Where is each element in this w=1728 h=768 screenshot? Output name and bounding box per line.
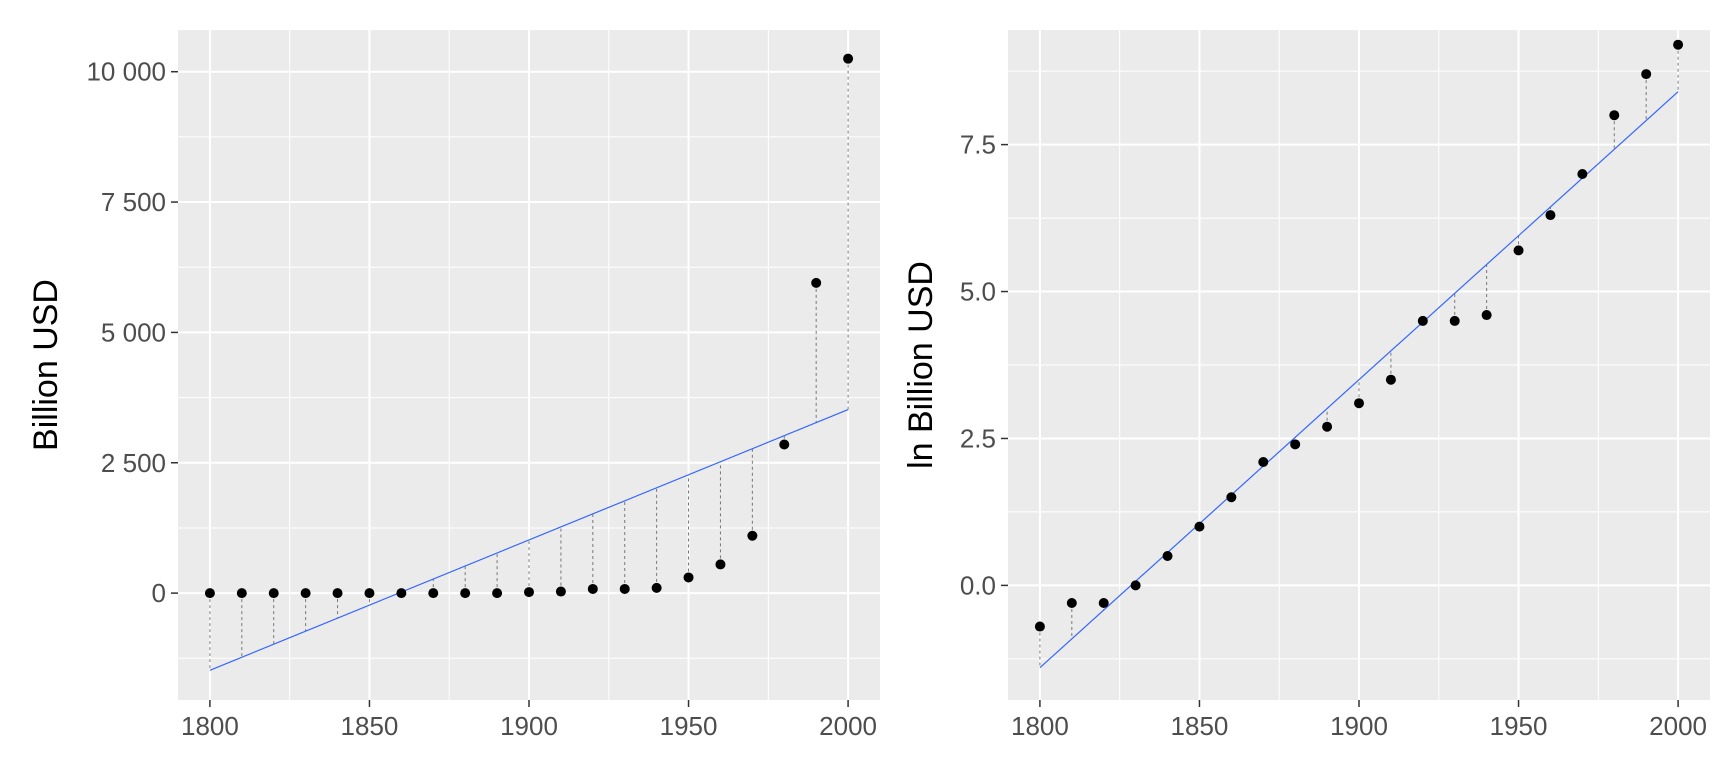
right-data-point — [1449, 315, 1460, 326]
left-data-points — [204, 53, 854, 599]
right-x-tick-label: 1950 — [1490, 711, 1548, 741]
right-data-point — [1609, 110, 1620, 121]
left-fit-line — [209, 409, 849, 671]
right-x-axis: 1800 1850 1900 1950 2000 — [1011, 700, 1707, 741]
right-data-point — [1130, 580, 1141, 591]
right-data-point — [1513, 245, 1524, 256]
left-y-tick-label: 7 500 — [101, 187, 166, 217]
right-major-grid — [1008, 30, 1710, 700]
left-y-axis: 0 2 500 5 000 7 500 10 000 — [86, 57, 178, 608]
right-fit-line-group — [1039, 91, 1679, 669]
left-data-point — [843, 53, 854, 64]
left-y-tick-label: 2 500 — [101, 448, 166, 478]
right-y-tick-label: 7.5 — [960, 130, 996, 160]
left-data-point — [587, 583, 598, 594]
right-x-tick-label: 1850 — [1171, 711, 1229, 741]
right-data-point — [1385, 374, 1396, 385]
left-chart-panel: 1800 1850 1900 1950 2000 0 2 500 5 000 7 500 10 … — [27, 30, 880, 741]
right-x-tick-label: 1800 — [1011, 711, 1069, 741]
left-major-grid — [178, 30, 880, 700]
left-x-tick-label: 1850 — [341, 711, 399, 741]
left-x-tick-label: 2000 — [819, 711, 877, 741]
right-data-points — [1034, 39, 1684, 632]
right-y-tick-label: 2.5 — [960, 423, 996, 453]
left-fit-line-group — [209, 409, 849, 671]
left-data-point — [492, 588, 503, 599]
left-x-axis: 1800 1850 1900 1950 2000 — [181, 700, 877, 741]
left-y-tick-label: 0 — [152, 578, 166, 608]
right-data-point — [1417, 315, 1428, 326]
right-y-axis-title: ln Billion USD — [902, 261, 940, 469]
left-data-point — [396, 588, 407, 599]
left-data-point — [524, 587, 534, 598]
left-data-point — [779, 439, 790, 450]
left-data-point — [236, 588, 247, 599]
left-data-point — [619, 583, 630, 594]
left-data-point — [332, 588, 343, 599]
left-y-tick-label: 10 000 — [86, 57, 166, 87]
right-data-point — [1673, 39, 1684, 50]
right-data-point — [1226, 492, 1237, 503]
right-data-point — [1322, 421, 1333, 432]
left-data-point — [428, 588, 439, 599]
right-data-point — [1354, 398, 1364, 409]
left-x-tick-label: 1900 — [500, 711, 558, 741]
right-data-point — [1290, 439, 1301, 450]
left-data-point — [300, 588, 311, 599]
left-data-point — [364, 588, 375, 599]
right-fit-line — [1039, 91, 1679, 669]
left-data-point — [747, 530, 758, 541]
left-data-point — [715, 559, 726, 570]
right-data-point — [1577, 168, 1588, 179]
left-y-axis-title: Billion USD — [27, 279, 65, 451]
right-y-axis: 0.0 2.5 5.0 7.5 — [960, 130, 1008, 600]
right-chart-panel: 1800 1850 1900 1950 2000 0.0 2.5 5.0 7.5 ln Bil… — [902, 30, 1710, 741]
right-data-point — [1258, 456, 1269, 467]
right-data-point — [1098, 598, 1109, 609]
left-data-point — [811, 277, 822, 288]
right-x-tick-label: 1900 — [1330, 711, 1388, 741]
right-data-point — [1162, 551, 1173, 562]
left-x-tick-label: 1950 — [660, 711, 718, 741]
left-data-point — [555, 586, 566, 597]
right-data-point — [1545, 210, 1556, 221]
right-data-point — [1194, 521, 1205, 532]
right-data-point — [1034, 621, 1045, 632]
right-y-tick-label: 0.0 — [960, 570, 996, 600]
left-x-tick-label: 1800 — [181, 711, 239, 741]
left-data-point — [460, 588, 471, 599]
right-data-point — [1641, 69, 1652, 80]
left-data-point — [683, 572, 694, 583]
left-data-point — [204, 588, 215, 599]
left-data-point — [268, 588, 279, 599]
left-data-point — [651, 582, 662, 593]
right-y-tick-label: 5.0 — [960, 277, 996, 307]
right-data-point — [1066, 598, 1077, 609]
right-data-point — [1481, 310, 1492, 321]
left-y-tick-label: 5 000 — [101, 317, 166, 347]
right-x-tick-label: 2000 — [1649, 711, 1707, 741]
